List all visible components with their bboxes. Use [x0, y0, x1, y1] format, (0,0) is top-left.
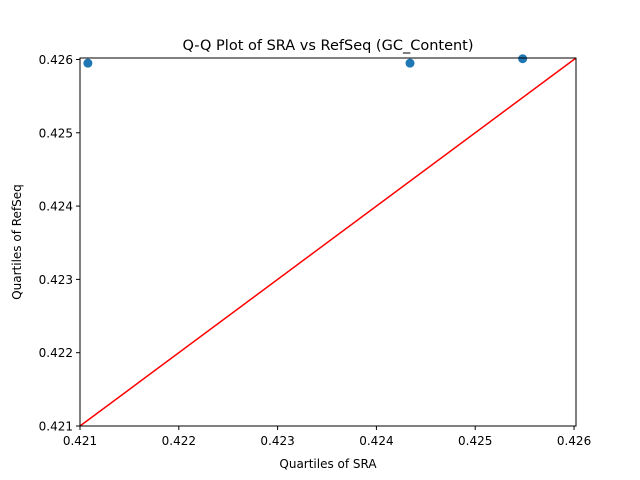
x-tick-label: 0.425	[458, 434, 492, 448]
x-tick-label: 0.424	[359, 434, 393, 448]
y-axis-ticks: 0.421 0.422 0.423 0.424 0.425 0.426	[39, 53, 80, 434]
y-tick-label: 0.422	[39, 346, 73, 360]
y-tick-label: 0.424	[39, 200, 73, 214]
data-point	[405, 58, 415, 68]
data-point	[518, 54, 528, 64]
plot-frame	[79, 57, 577, 427]
y-axis-label: Quartiles of RefSeq	[10, 184, 24, 300]
data-point	[83, 58, 93, 68]
y-tick-label: 0.426	[39, 53, 73, 67]
points-layer	[83, 54, 528, 68]
x-tick-label: 0.423	[260, 434, 294, 448]
y-tick-label: 0.425	[39, 126, 73, 140]
reference-line-layer	[79, 57, 577, 427]
y-tick-label: 0.423	[39, 273, 73, 287]
x-tick-label: 0.421	[63, 434, 97, 448]
x-tick-label: 0.426	[557, 434, 591, 448]
reference-line	[79, 57, 577, 427]
x-axis-ticks: 0.421 0.422 0.423 0.424 0.425 0.426	[63, 426, 591, 448]
x-tick-label: 0.422	[162, 434, 196, 448]
y-tick-label: 0.421	[39, 420, 73, 434]
chart-title: Q-Q Plot of SRA vs RefSeq (GC_Content)	[182, 38, 473, 54]
x-axis-label: Quartiles of SRA	[279, 457, 377, 471]
